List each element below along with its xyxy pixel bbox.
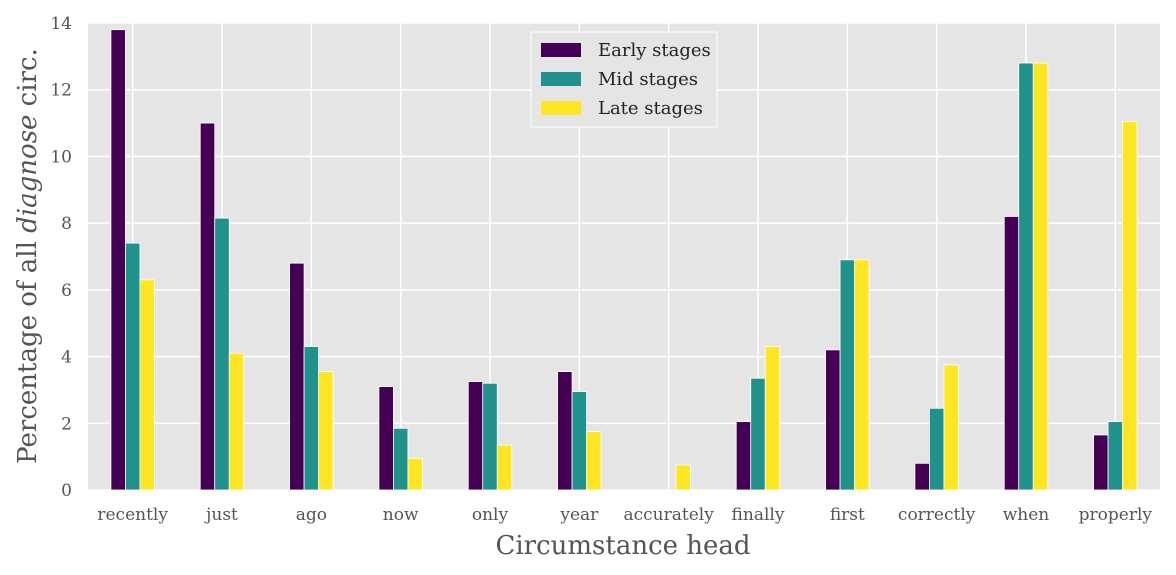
bar xyxy=(854,259,870,491)
bar xyxy=(407,457,423,491)
bar xyxy=(839,259,855,491)
bar xyxy=(318,371,334,491)
bar xyxy=(482,382,498,491)
y-tick-label: 0 xyxy=(61,481,72,501)
x-tick-label: first xyxy=(830,505,865,525)
x-tick-label: just xyxy=(204,505,238,525)
bar xyxy=(303,346,319,491)
x-tick-label: ago xyxy=(296,505,327,525)
y-tick-label: 12 xyxy=(50,81,72,101)
y-tick-label: 6 xyxy=(61,281,72,301)
x-tick-label: year xyxy=(559,505,599,525)
bars xyxy=(110,29,1138,491)
y-axis-label-part: Percentage of all xyxy=(13,233,43,464)
bar xyxy=(199,122,216,491)
y-tick-label: 8 xyxy=(61,214,72,234)
bar xyxy=(557,371,573,491)
y-tick-label: 10 xyxy=(50,147,72,167)
x-tick-label: when xyxy=(1003,505,1050,525)
y-axis-label: Percentage of all diagnose circ. xyxy=(13,48,43,464)
bar xyxy=(1122,121,1138,491)
x-tick-label: finally xyxy=(732,505,785,525)
legend-label: Late stages xyxy=(598,98,703,119)
bar xyxy=(929,407,945,491)
bar xyxy=(764,346,781,491)
y-tick-label: 4 xyxy=(61,348,72,368)
y-tick-label: 2 xyxy=(61,414,72,434)
bar xyxy=(289,262,305,491)
y-axis-label-italic: diagnose xyxy=(13,115,43,233)
x-tick-label: now xyxy=(383,505,419,525)
legend-swatch xyxy=(541,101,581,115)
bar xyxy=(378,386,394,491)
bar xyxy=(1093,434,1109,491)
bar xyxy=(571,391,587,491)
y-tick-label: 14 xyxy=(50,14,72,34)
bar xyxy=(943,364,959,491)
bar xyxy=(735,421,752,491)
bar xyxy=(1003,216,1020,491)
legend-swatch xyxy=(541,72,581,86)
x-tick-label: correctly xyxy=(898,505,976,525)
x-axis-label: Circumstance head xyxy=(495,531,750,561)
x-tick-label: recently xyxy=(97,505,168,525)
bar xyxy=(110,29,126,491)
bar xyxy=(228,352,245,491)
bar xyxy=(586,431,602,491)
legend-label: Early stages xyxy=(598,40,711,61)
bar xyxy=(214,217,230,491)
legend: Early stages Mid stages Late stages xyxy=(530,31,718,128)
bar xyxy=(825,349,841,491)
bar xyxy=(1032,62,1049,491)
x-tick-label: accurately xyxy=(624,505,715,525)
bar xyxy=(1018,62,1034,491)
y-axis-label-part: circ. xyxy=(13,48,43,114)
y-tick-labels: 0 2 4 6 8 10 12 14 xyxy=(50,14,72,501)
legend-label: Mid stages xyxy=(598,69,698,90)
bar xyxy=(750,377,766,491)
x-tick-labels: recently just ago now only year accurately fina… xyxy=(97,505,1152,525)
bar xyxy=(914,462,930,491)
bar xyxy=(125,242,141,491)
bar xyxy=(675,464,691,491)
x-tick-label: properly xyxy=(1079,505,1153,525)
bar xyxy=(496,444,513,491)
bar xyxy=(1107,421,1123,491)
bar xyxy=(467,381,484,491)
legend-swatch xyxy=(541,43,581,57)
bar xyxy=(393,427,409,491)
x-tick-label: only xyxy=(472,505,509,525)
bar xyxy=(139,279,155,491)
